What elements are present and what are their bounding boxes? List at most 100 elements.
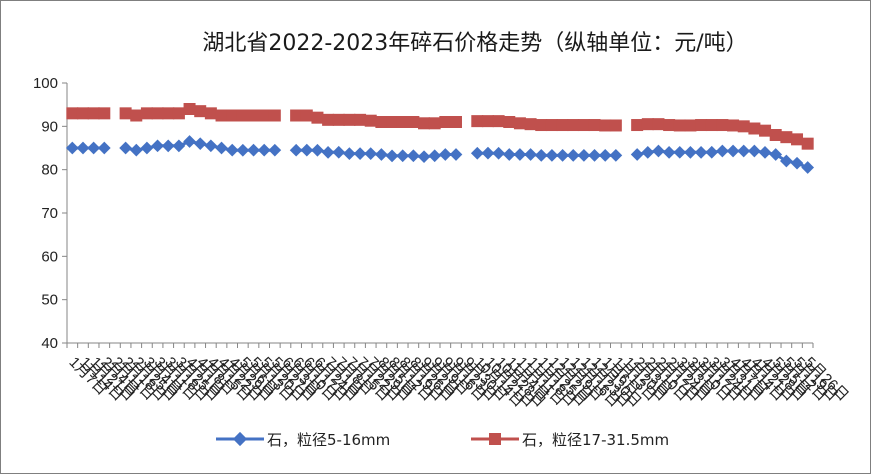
data-point [76,107,89,120]
series-2 [66,103,814,150]
data-point [353,147,367,160]
data-point [385,149,399,163]
data-point [652,118,665,131]
data-point [695,119,708,132]
data-point [375,148,388,161]
data-point [364,147,378,161]
data-point [513,117,526,130]
axes [62,82,814,348]
data-point [748,144,761,158]
data-point [577,148,591,162]
data-point [609,149,623,162]
series-1 [65,135,815,174]
data-point [236,143,250,157]
data-point [428,149,442,163]
data-point [684,145,697,159]
data-point [386,116,399,128]
data-point [470,146,484,160]
data-point [418,117,431,130]
data-point [716,119,729,132]
data-point [364,114,377,127]
data-point [567,119,580,132]
data-point [556,119,569,132]
y-tick-label: 70 [41,205,58,222]
data-point [641,118,654,131]
data-point [652,144,665,158]
data-point [300,109,313,122]
y-tick-label: 40 [41,335,58,352]
y-tick-label: 50 [41,292,58,309]
data-point [705,145,719,159]
data-point [172,107,185,120]
data-point [716,144,729,158]
data-point [76,141,90,155]
data-point [588,119,601,132]
data-point [769,129,782,141]
data-point [609,119,622,132]
data-point [780,131,793,144]
data-point [663,119,676,132]
data-point [322,113,335,126]
data-point [748,122,761,135]
data-point [428,117,441,130]
data-point [290,109,303,122]
data-point [684,119,697,132]
data-point [66,107,79,120]
data-point [332,113,345,126]
data-point [236,109,249,122]
data-point [215,141,228,155]
data-point [119,107,132,120]
data-point [226,109,239,122]
data-point [311,111,324,124]
data-point [727,119,740,132]
y-tick-label: 60 [41,248,58,265]
data-point [471,115,484,128]
data-point [311,143,324,157]
data-point [407,149,420,163]
data-point [599,119,612,132]
data-point [577,119,590,132]
data-point [790,156,804,170]
legend-marker-series-2 [489,433,501,445]
data-point [598,149,612,162]
data-point [140,107,153,120]
data-point [151,107,164,120]
data-point [247,143,260,157]
data-point [87,107,100,120]
data-point [481,146,495,160]
data-point [140,141,154,155]
data-point [439,116,452,128]
data-point [759,124,772,137]
data-point [193,137,207,151]
y-tick-label: 90 [41,118,58,135]
data-point [503,116,516,128]
data-point [162,107,175,120]
data-point [705,119,718,132]
data-point [566,149,580,162]
data-point [300,143,314,157]
data-point [204,107,217,120]
data-point [129,143,143,157]
legend-label-series-1: 石，粒径5-16mm [267,431,390,449]
data-point [332,145,346,159]
data-point [534,149,548,162]
y-tick-labels: 40 50 60 70 80 90 100 [33,75,58,352]
chart-title: 湖北省2022-2023年碎石价格走势（纵轴单位：元/吨） [202,31,747,56]
data-point [321,145,335,159]
data-point [343,147,356,160]
data-point [247,109,260,122]
data-point [161,139,175,153]
legend: 石，粒径5-16mm 石，粒径17-31.5mm [216,431,669,449]
data-point [737,120,750,133]
data-point [396,116,409,128]
data-point [481,115,494,128]
data-point [535,119,548,132]
data-point [780,154,793,168]
data-point [791,133,804,146]
data-point [673,145,687,159]
data-point [183,103,196,115]
data-point [225,143,239,157]
data-point [545,119,558,132]
